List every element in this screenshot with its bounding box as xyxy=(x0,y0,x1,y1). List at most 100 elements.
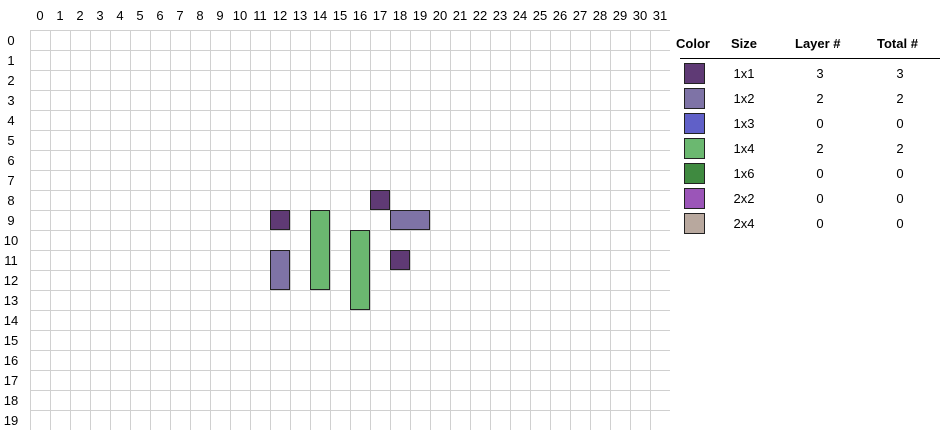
column-label: 3 xyxy=(96,8,104,23)
color-swatch xyxy=(684,63,705,84)
legend-row: 1x6 0 0 xyxy=(672,162,940,186)
row-label: 13 xyxy=(3,293,19,308)
column-label: 29 xyxy=(612,8,628,23)
column-label: 2 xyxy=(76,8,84,23)
legend-header-divider xyxy=(680,58,940,59)
row-label: 16 xyxy=(3,353,19,368)
legend-total-value: 0 xyxy=(896,166,904,181)
column-label: 23 xyxy=(492,8,508,23)
legend-row: 1x3 0 0 xyxy=(672,112,940,136)
legend-header-layer: Layer # xyxy=(795,36,841,51)
row-label: 3 xyxy=(7,93,15,108)
legend-header-total: Total # xyxy=(877,36,918,51)
row-label: 11 xyxy=(4,253,18,268)
row-label: 18 xyxy=(3,393,19,408)
column-label: 31 xyxy=(652,8,668,23)
row-label: 12 xyxy=(3,273,19,288)
legend-row: 2x4 0 0 xyxy=(672,212,940,236)
color-swatch xyxy=(684,188,705,209)
row-label: 4 xyxy=(7,113,15,128)
row-label: 9 xyxy=(7,213,15,228)
row-label: 2 xyxy=(7,73,15,88)
column-label: 4 xyxy=(116,8,124,23)
brick-1x4 xyxy=(350,230,370,310)
row-label: 15 xyxy=(3,333,19,348)
brick-1x2 xyxy=(270,250,290,290)
legend-layer-value: 2 xyxy=(816,91,824,106)
row-label: 14 xyxy=(3,313,19,328)
row-label: 7 xyxy=(7,173,15,188)
column-label: 20 xyxy=(432,8,448,23)
color-swatch xyxy=(684,138,705,159)
color-swatch xyxy=(684,163,705,184)
column-label: 0 xyxy=(36,8,44,23)
column-label: 22 xyxy=(472,8,488,23)
column-label: 8 xyxy=(196,8,204,23)
column-label: 5 xyxy=(136,8,144,23)
column-label: 13 xyxy=(292,8,308,23)
column-label: 10 xyxy=(232,8,248,23)
brick-1x1 xyxy=(270,210,290,230)
legend-size-value: 1x1 xyxy=(733,66,755,81)
legend-total-value: 3 xyxy=(896,66,904,81)
column-label: 15 xyxy=(332,8,348,23)
column-label: 26 xyxy=(552,8,568,23)
brick-1x1 xyxy=(390,250,410,270)
legend-header-size: Size xyxy=(731,36,758,51)
color-swatch xyxy=(684,213,705,234)
legend-total-value: 0 xyxy=(896,191,904,206)
column-label: 18 xyxy=(392,8,408,23)
color-swatch xyxy=(684,113,705,134)
legend-row: 1x2 2 2 xyxy=(672,87,940,111)
color-swatch xyxy=(684,88,705,109)
legend-total-value: 0 xyxy=(896,116,904,131)
legend-size-value: 2x2 xyxy=(733,191,755,206)
column-label: 25 xyxy=(532,8,548,23)
column-label: 30 xyxy=(632,8,648,23)
column-label: 17 xyxy=(372,8,388,23)
column-label: 28 xyxy=(592,8,608,23)
legend-size-value: 1x6 xyxy=(733,166,755,181)
row-label: 6 xyxy=(7,153,15,168)
row-label: 8 xyxy=(7,193,15,208)
column-label: 1 xyxy=(56,8,64,23)
legend-size-value: 1x2 xyxy=(733,91,755,106)
legend-layer-value: 0 xyxy=(816,216,824,231)
legend-row: 1x1 3 3 xyxy=(672,62,940,86)
brick-1x4 xyxy=(310,210,330,290)
legend-total-value: 2 xyxy=(896,91,904,106)
brick-1x1 xyxy=(370,190,390,210)
legend-header-color: Color xyxy=(676,36,710,51)
legend-total-value: 0 xyxy=(896,216,904,231)
legend-total-value: 2 xyxy=(896,141,904,156)
row-label: 19 xyxy=(3,413,19,428)
column-label: 6 xyxy=(156,8,164,23)
legend-size-value: 1x3 xyxy=(733,116,755,131)
row-label: 10 xyxy=(3,233,19,248)
column-label: 11 xyxy=(253,8,267,23)
column-label: 7 xyxy=(176,8,184,23)
column-label: 24 xyxy=(512,8,528,23)
brick-1x2 xyxy=(390,210,430,230)
legend-layer-value: 0 xyxy=(816,116,824,131)
legend-row: 1x4 2 2 xyxy=(672,137,940,161)
legend-layer-value: 2 xyxy=(816,141,824,156)
legend-layer-value: 0 xyxy=(816,166,824,181)
legend-layer-value: 0 xyxy=(816,191,824,206)
legend-size-value: 1x4 xyxy=(733,141,755,156)
row-label: 5 xyxy=(7,133,15,148)
column-label: 16 xyxy=(352,8,368,23)
column-label: 27 xyxy=(572,8,588,23)
row-label: 17 xyxy=(3,373,19,388)
row-label: 1 xyxy=(7,53,15,68)
legend-size-value: 2x4 xyxy=(733,216,755,231)
legend-layer-value: 3 xyxy=(816,66,824,81)
row-label: 0 xyxy=(7,33,15,48)
column-label: 21 xyxy=(452,8,468,23)
column-label: 9 xyxy=(216,8,224,23)
column-label: 14 xyxy=(312,8,328,23)
legend-row: 2x2 0 0 xyxy=(672,187,940,211)
column-label: 19 xyxy=(412,8,428,23)
brick-grid xyxy=(30,30,670,430)
column-label: 12 xyxy=(272,8,288,23)
